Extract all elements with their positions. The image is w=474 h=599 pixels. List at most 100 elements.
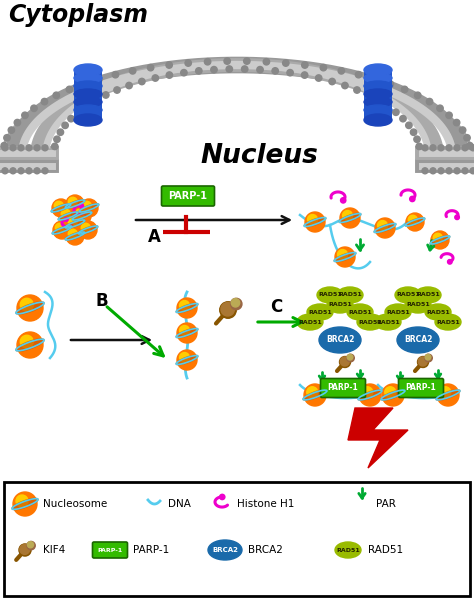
- Circle shape: [66, 86, 73, 93]
- Text: RAD51: RAD51: [406, 302, 430, 307]
- Text: RAD51: RAD51: [368, 545, 403, 555]
- Text: BRCA2: BRCA2: [404, 335, 432, 344]
- Circle shape: [81, 81, 87, 87]
- Ellipse shape: [78, 226, 98, 234]
- Circle shape: [354, 87, 360, 93]
- Circle shape: [287, 69, 293, 76]
- Circle shape: [425, 355, 431, 360]
- Circle shape: [68, 229, 77, 238]
- Circle shape: [59, 207, 77, 225]
- Text: RAD51: RAD51: [338, 292, 362, 298]
- Circle shape: [382, 384, 404, 406]
- FancyBboxPatch shape: [162, 186, 215, 206]
- Ellipse shape: [327, 297, 353, 313]
- Ellipse shape: [16, 339, 44, 351]
- Circle shape: [356, 71, 362, 78]
- Circle shape: [230, 298, 242, 310]
- Circle shape: [114, 87, 120, 93]
- Circle shape: [231, 298, 240, 307]
- Ellipse shape: [72, 212, 92, 220]
- Circle shape: [426, 98, 433, 105]
- Circle shape: [180, 352, 190, 362]
- Ellipse shape: [208, 540, 242, 560]
- Circle shape: [166, 62, 173, 68]
- Circle shape: [68, 217, 77, 226]
- Ellipse shape: [364, 97, 392, 107]
- Circle shape: [406, 213, 424, 231]
- Circle shape: [375, 218, 395, 238]
- Circle shape: [53, 221, 71, 239]
- Ellipse shape: [303, 390, 327, 400]
- Circle shape: [92, 97, 99, 104]
- Circle shape: [22, 112, 28, 119]
- Circle shape: [177, 350, 197, 370]
- Circle shape: [401, 86, 408, 93]
- Circle shape: [66, 215, 84, 233]
- Circle shape: [272, 68, 278, 74]
- Circle shape: [263, 59, 270, 65]
- Circle shape: [372, 76, 378, 82]
- Circle shape: [446, 112, 452, 119]
- Circle shape: [66, 195, 84, 213]
- Circle shape: [17, 295, 43, 321]
- Circle shape: [431, 231, 449, 249]
- Ellipse shape: [364, 73, 392, 83]
- Text: PARP-1: PARP-1: [406, 383, 437, 392]
- Circle shape: [414, 136, 420, 143]
- Text: PARP-1: PARP-1: [328, 383, 358, 392]
- Circle shape: [406, 122, 412, 129]
- Circle shape: [54, 136, 60, 143]
- Circle shape: [83, 103, 90, 110]
- Circle shape: [440, 387, 451, 398]
- Circle shape: [454, 119, 460, 126]
- Text: RAD51: RAD51: [308, 310, 332, 314]
- Ellipse shape: [12, 498, 38, 510]
- Circle shape: [112, 71, 118, 78]
- Circle shape: [80, 199, 98, 217]
- Circle shape: [340, 208, 360, 228]
- Circle shape: [1, 143, 8, 149]
- Ellipse shape: [335, 542, 361, 558]
- Ellipse shape: [405, 218, 425, 226]
- Ellipse shape: [176, 328, 198, 338]
- Bar: [74, 70, 102, 120]
- Circle shape: [27, 541, 34, 548]
- Text: RAD51: RAD51: [396, 292, 420, 298]
- Circle shape: [75, 109, 82, 116]
- Text: RAD51: RAD51: [426, 310, 450, 314]
- Ellipse shape: [415, 287, 441, 303]
- Ellipse shape: [375, 314, 401, 330]
- Ellipse shape: [395, 287, 421, 303]
- Ellipse shape: [381, 390, 405, 400]
- Text: DNA: DNA: [168, 499, 191, 509]
- Circle shape: [79, 221, 97, 239]
- Circle shape: [410, 129, 417, 135]
- Ellipse shape: [364, 105, 392, 115]
- Text: RAD51: RAD51: [318, 292, 342, 298]
- Circle shape: [20, 335, 33, 348]
- Circle shape: [52, 143, 58, 150]
- FancyBboxPatch shape: [320, 379, 365, 398]
- Text: BRCA2: BRCA2: [212, 547, 238, 553]
- Circle shape: [221, 302, 235, 316]
- Circle shape: [422, 168, 428, 174]
- Circle shape: [17, 332, 43, 358]
- Ellipse shape: [364, 81, 392, 91]
- Ellipse shape: [176, 355, 198, 365]
- Circle shape: [4, 135, 10, 141]
- Ellipse shape: [337, 287, 363, 303]
- Ellipse shape: [74, 64, 102, 76]
- Circle shape: [283, 60, 289, 66]
- Circle shape: [42, 168, 48, 174]
- Circle shape: [437, 384, 459, 406]
- Circle shape: [79, 204, 83, 208]
- Circle shape: [180, 325, 190, 335]
- Ellipse shape: [430, 236, 450, 244]
- Ellipse shape: [16, 302, 44, 314]
- Circle shape: [320, 65, 327, 71]
- Circle shape: [459, 127, 466, 134]
- Text: A: A: [148, 228, 161, 246]
- Text: C: C: [270, 298, 282, 316]
- Circle shape: [180, 301, 190, 310]
- Circle shape: [244, 58, 250, 64]
